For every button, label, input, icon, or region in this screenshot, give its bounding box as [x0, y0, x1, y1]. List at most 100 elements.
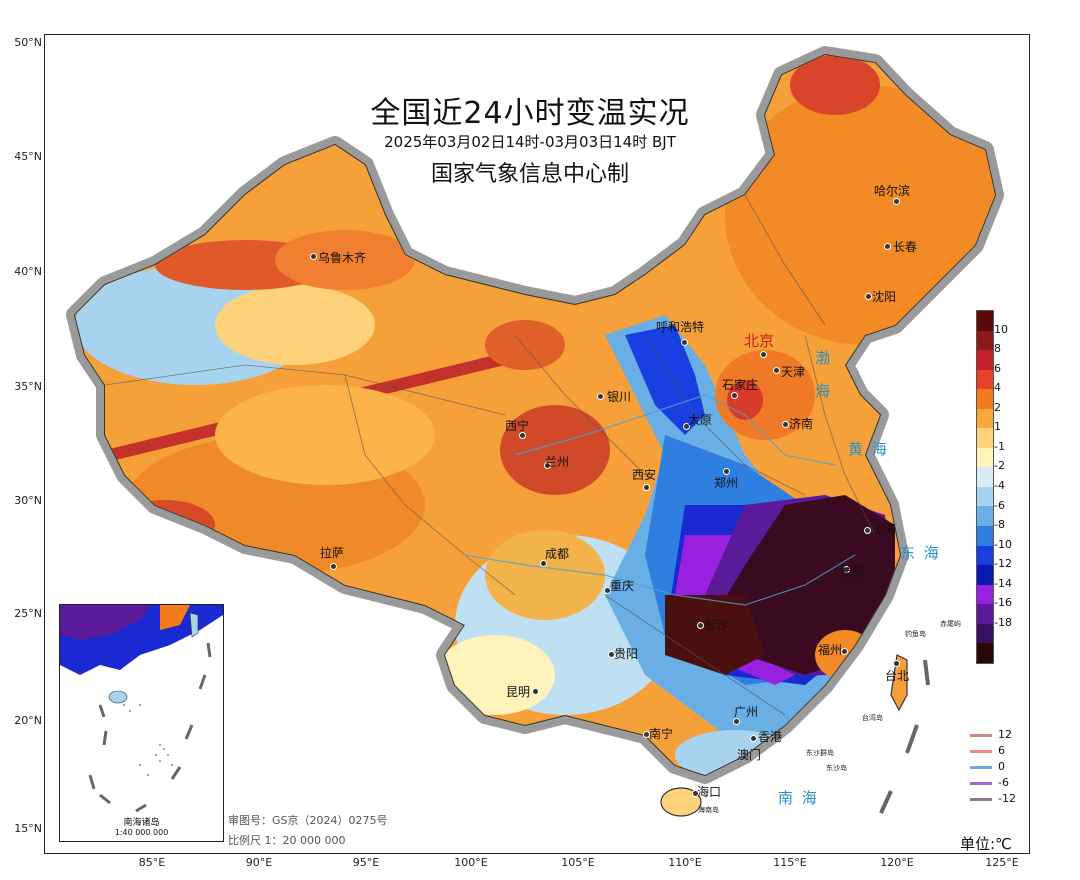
city-dot — [723, 468, 730, 475]
city-dot — [681, 339, 688, 346]
south-china-sea-inset: 南海诸岛 1:40 000 000 — [59, 604, 224, 842]
city-dot — [310, 253, 317, 260]
city-yinchuan: 银川 — [607, 390, 632, 404]
city-dot — [893, 198, 900, 205]
legend-swatch — [976, 408, 994, 429]
city-taiyuan: 太原 — [688, 413, 713, 427]
city-jinan: 济南 — [789, 417, 814, 431]
label-taiwan: 台湾岛 — [862, 714, 883, 722]
city-dot — [683, 423, 690, 430]
city-dot — [733, 718, 740, 725]
lon-label-110: 110°E — [668, 856, 702, 869]
legend-swatch — [976, 330, 994, 351]
legend-tick-label: -6 — [994, 498, 1005, 512]
lat-label-15: 15°N — [14, 822, 42, 835]
legend-tick-label: 10 — [994, 322, 1008, 336]
legend-swatch — [976, 604, 994, 624]
label-chiwei: 赤尾屿 — [940, 620, 961, 628]
contour-label: -6 — [998, 776, 1009, 789]
legend-tick-label: -10 — [994, 537, 1012, 551]
city-kunming: 昆明 — [506, 685, 531, 699]
city-lanzhou: 兰州 — [545, 455, 570, 469]
city-beijing: 北京 — [744, 332, 775, 350]
city-zhengzhou: 郑州 — [714, 476, 739, 490]
legend-swatch — [976, 526, 994, 546]
rivers — [464, 394, 856, 606]
city-chengdu: 成都 — [545, 547, 570, 561]
legend-tick-label: -18 — [994, 615, 1012, 629]
nine-dash-line — [879, 659, 930, 814]
city-dot — [773, 367, 780, 374]
city-dot — [731, 392, 738, 399]
hainan-island — [660, 787, 702, 817]
city-dot — [519, 432, 526, 439]
city-fuzhou: 福州 — [818, 643, 843, 657]
sea-bohai: 渤 — [815, 349, 833, 367]
sea-yellow: 黄 海 — [848, 440, 889, 458]
temperature-change-map — [45, 35, 1030, 817]
legend-tick-label: -16 — [994, 596, 1012, 610]
lon-label-100: 100°E — [454, 856, 488, 869]
lat-label-40: 40°N — [14, 265, 42, 278]
city-chongqing: 重庆 — [610, 579, 635, 593]
city-lhasa: 拉萨 — [320, 546, 345, 560]
sea-south: 南 海 — [778, 789, 819, 807]
city-dot — [608, 651, 615, 658]
city-haikou: 海口 — [697, 785, 722, 799]
lon-label-115: 115°E — [773, 856, 807, 869]
legend-tick-label: -8 — [994, 518, 1005, 532]
city-dot — [893, 660, 900, 667]
label-dongsha: 东沙岛 — [826, 764, 847, 772]
contour-line-swatch — [970, 734, 992, 737]
legend-swatch — [976, 389, 994, 409]
map-producer: 国家气象信息中心制 — [430, 162, 629, 187]
city-dot — [697, 622, 704, 629]
map-frame — [44, 34, 1030, 854]
inset-title: 南海诸岛 — [123, 818, 160, 828]
city-dot — [540, 560, 547, 567]
inset-map — [60, 605, 223, 813]
label-dongsha-group: 东沙群岛 — [806, 749, 834, 757]
legend-tick-label: 1 — [994, 420, 1001, 434]
lat-label-25: 25°N — [14, 607, 42, 620]
legend-swatch — [976, 565, 994, 585]
map-scale: 比例尺 1：20 000 000 — [228, 834, 346, 847]
city-hangzhou: 杭州 — [841, 565, 866, 579]
legend-swatch — [976, 369, 994, 390]
city-dot — [604, 587, 611, 594]
label-diaoyu: 钓鱼岛 — [905, 630, 926, 638]
legend-swatch — [976, 623, 994, 644]
city-dot — [843, 566, 850, 573]
sea-bohai-2: 海 — [815, 382, 833, 400]
city-shijiazhuang: 石家庄 — [722, 378, 759, 392]
province-boundaries — [104, 194, 876, 716]
city-xian: 西安 — [632, 468, 657, 482]
contour-label: 6 — [998, 744, 1005, 757]
city-hongkong: 香港 — [758, 730, 783, 744]
city-shenyang: 沈阳 — [872, 290, 897, 304]
city-dot — [330, 563, 337, 570]
legend-swatch — [976, 506, 994, 527]
legend-swatch — [976, 486, 994, 507]
city-dot — [532, 688, 539, 695]
contour-label: -12 — [998, 792, 1016, 805]
map-title: 全国近24小时变温实况 — [370, 96, 690, 131]
lat-label-45: 45°N — [14, 150, 42, 163]
legend-tick-label: -14 — [994, 576, 1012, 590]
lon-label-120: 120°E — [880, 856, 914, 869]
lat-label-30: 30°N — [14, 494, 42, 507]
contour-line-swatch — [970, 798, 992, 801]
legend-tick-label: -4 — [994, 479, 1005, 492]
contour-line-swatch — [970, 782, 992, 785]
legend-tick-label: 4 — [994, 381, 1001, 395]
legend-swatch — [976, 447, 994, 468]
legend-swatch — [976, 584, 994, 605]
city-dot — [864, 527, 871, 534]
city-changchun: 长春 — [893, 240, 918, 254]
city-dot — [841, 648, 848, 655]
legend-swatch — [976, 428, 994, 448]
lat-label-50: 50°N — [14, 36, 42, 49]
legend-tick-label: 6 — [994, 361, 1001, 375]
contour-label: 0 — [998, 760, 1005, 773]
city-dot — [692, 790, 699, 797]
